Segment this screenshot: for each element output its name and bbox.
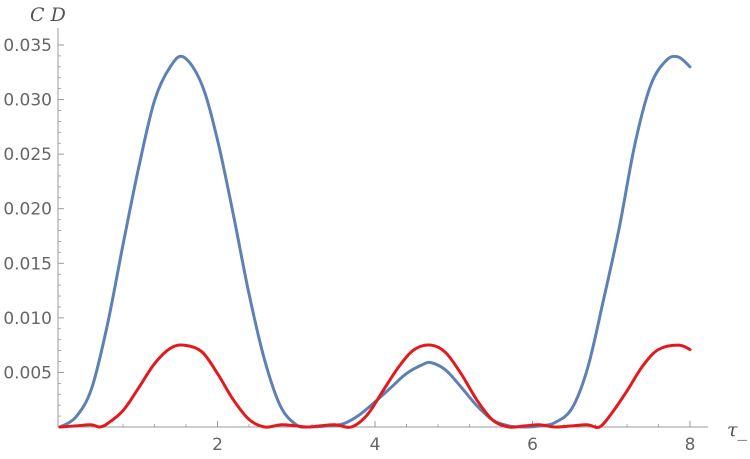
x-tick-label: 6	[527, 435, 538, 455]
y-tick-label: 0.020	[3, 200, 52, 220]
x-axis-label: τ_	[727, 419, 748, 441]
x-tick-label: 8	[685, 435, 696, 455]
series-line-2	[58, 343, 692, 429]
axes: 2 4 6 8 0.005 0.010 0.015 0.020 0.025 0.030 0.035	[3, 28, 708, 455]
series-layer	[58, 54, 692, 429]
series-line-1	[58, 54, 692, 429]
x-tick-label: 2	[212, 435, 223, 455]
y-tick-label: 0.035	[3, 36, 52, 56]
y-tick-label: 0.005	[3, 363, 52, 383]
labels: C D τ_	[30, 4, 748, 441]
x-tick-label: 4	[370, 435, 381, 455]
y-tick-label: 0.015	[3, 254, 52, 274]
y-tick-label: 0.010	[3, 309, 52, 329]
y-tick-label: 0.025	[3, 145, 52, 165]
y-tick-label: 0.030	[3, 91, 52, 111]
y-axis-label: C D	[30, 4, 66, 26]
